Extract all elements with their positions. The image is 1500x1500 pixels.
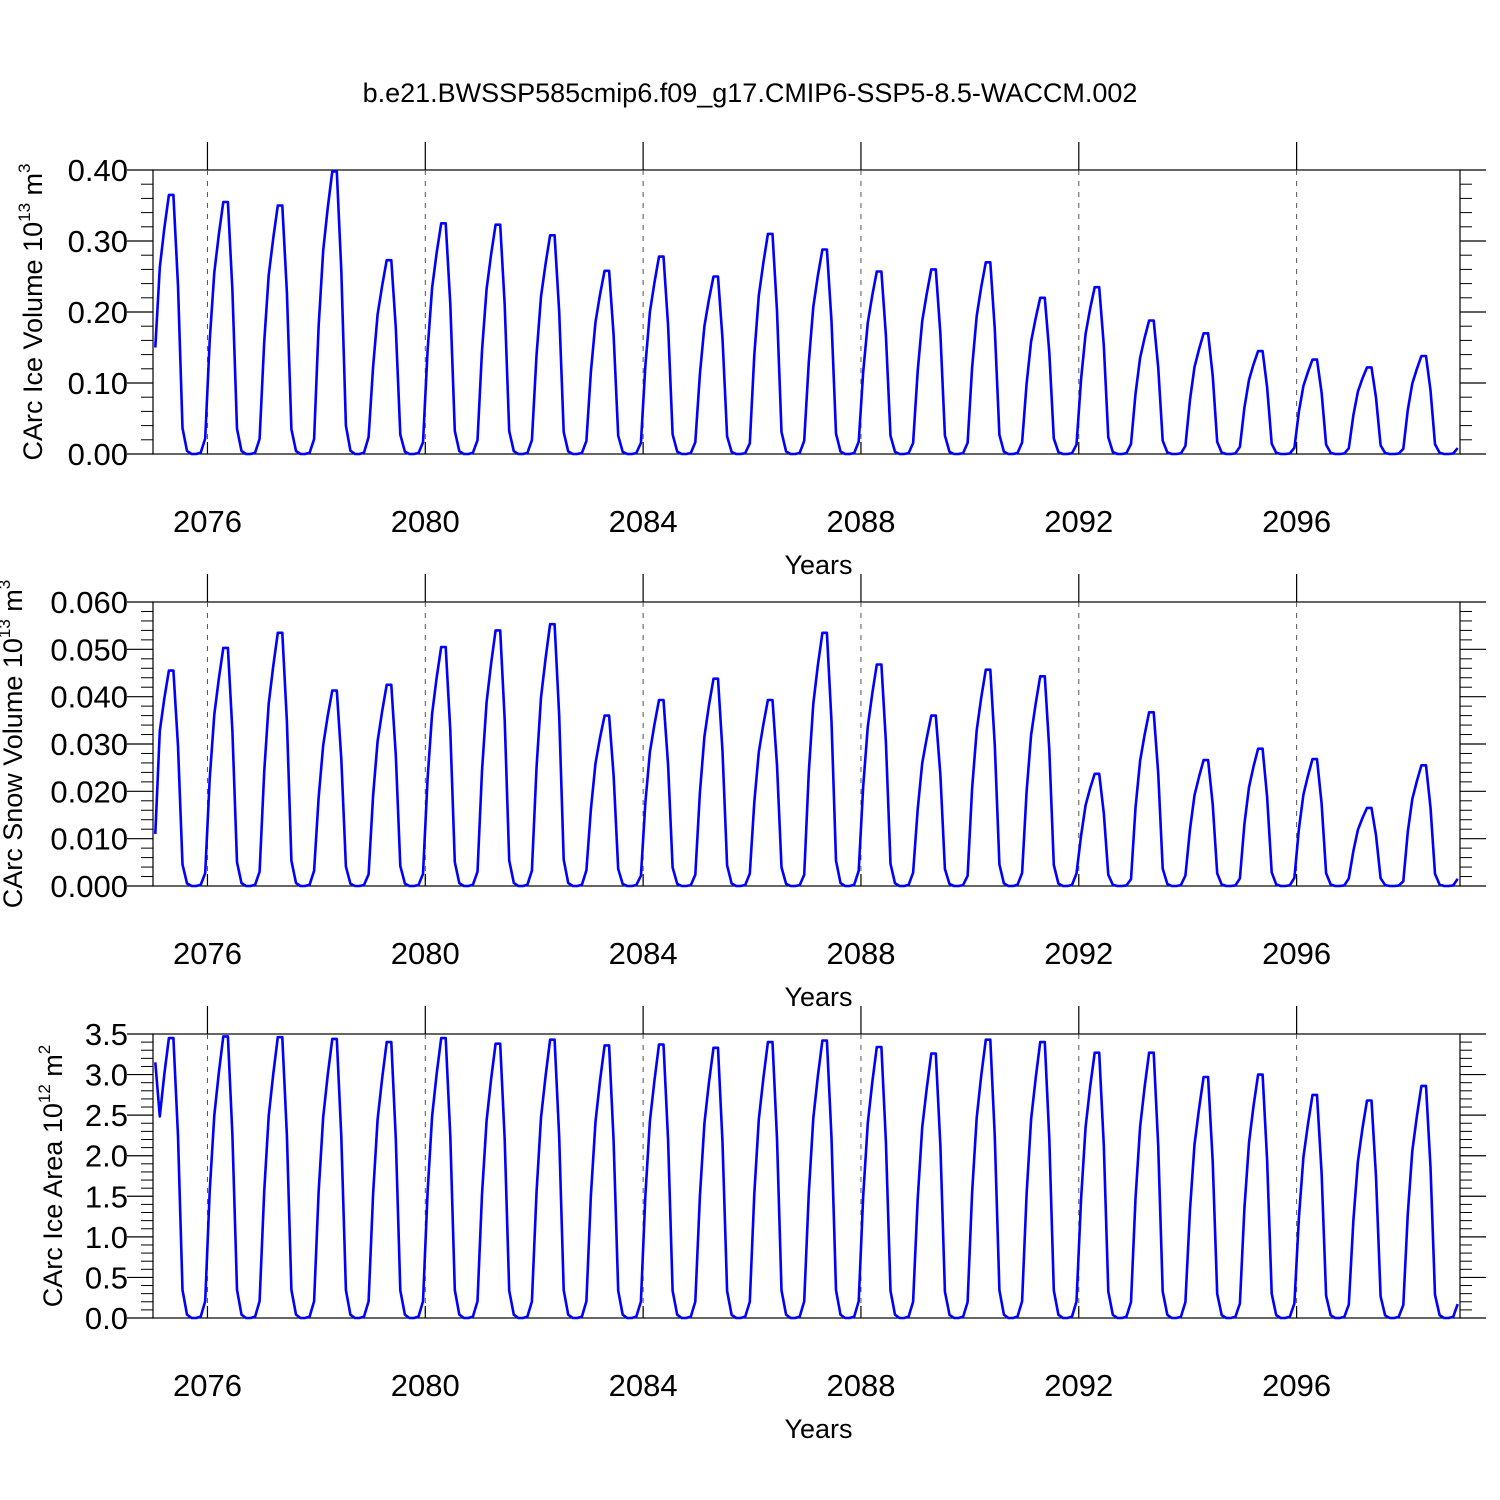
x-tick-label: 2088 [826, 1368, 895, 1403]
y-tick-label: 0.5 [85, 1260, 128, 1295]
y-tick-label: 1.0 [85, 1220, 128, 1255]
series-line [154, 622, 1459, 888]
x-tick-label: 2084 [609, 504, 678, 539]
y-axis-label: CArc Ice Volume 1013 m3 [15, 163, 48, 460]
y-tick-label: 0.060 [50, 585, 128, 620]
x-tick-label: 2092 [1044, 1368, 1113, 1403]
y-tick-label: 0.010 [50, 822, 128, 857]
x-tick-label: 2096 [1262, 504, 1331, 539]
y-axis-label-unit: m [38, 1054, 68, 1084]
y-axis-label-unit: m [18, 173, 48, 203]
x-tick-label: 2076 [173, 504, 242, 539]
y-tick-label: 2.0 [85, 1139, 128, 1174]
y-axis-label-exponent: 13 [0, 619, 14, 638]
y-axis-label: CArc Snow Volume 1013 m3 [0, 580, 28, 909]
x-tick-label: 2084 [609, 936, 678, 971]
y-tick-label: 0.050 [50, 632, 128, 667]
y-tick-label: 3.5 [85, 1017, 128, 1052]
y-tick-label: 0.0 [85, 1301, 128, 1336]
y-axis-label-text: CArc Snow Volume 10 [0, 638, 28, 908]
y-tick-label: 0.30 [68, 224, 128, 259]
y-tick-label: 0.40 [68, 153, 128, 188]
x-axis-label: Years [784, 982, 852, 1012]
y-tick-label: 2.5 [85, 1098, 128, 1133]
y-axis-label-text: CArc Ice Volume 10 [18, 222, 48, 461]
x-tick-label: 2080 [391, 936, 460, 971]
chart-title: b.e21.BWSSP585cmip6.f09_g17.CMIP6-SSP5-8… [362, 78, 1138, 108]
y-axis-label-exponent: 12 [35, 1084, 54, 1103]
panel-snow-volume: 2076 2080 2084 2088 2092 2096 0.000 0.010 0.020 0… [0, 574, 1486, 1012]
series-line [154, 1035, 1459, 1320]
y-tick-label: 0.20 [68, 295, 128, 330]
x-tick-label: 2096 [1262, 1368, 1331, 1403]
y-tick-label: 1.5 [85, 1179, 128, 1214]
x-tick-label: 2084 [609, 1368, 678, 1403]
y-axis-label-unit-exponent: 3 [15, 163, 34, 172]
y-tick-label: 0.000 [50, 869, 128, 904]
y-axis-label-exponent: 13 [15, 203, 34, 222]
x-tick-label: 2096 [1262, 936, 1331, 971]
panel-ice-area: 2076 2080 2084 2088 2092 2096 0.0 0.5 1.0 1.5 2.0 2… [35, 1006, 1486, 1444]
plot-frame [152, 1033, 1461, 1319]
x-tick-label: 2080 [391, 504, 460, 539]
panel-ice-volume: 2076 2080 2084 2088 2092 2096 0.00 0.10 0.20 0.30… [15, 142, 1486, 580]
y-axis-label-unit-exponent: 2 [35, 1045, 54, 1054]
y-tick-label: 0.030 [50, 727, 128, 762]
series-line [154, 170, 1459, 456]
y-axis-label-unit: m [0, 589, 28, 619]
x-tick-label: 2092 [1044, 504, 1113, 539]
x-tick-label: 2092 [1044, 936, 1113, 971]
x-axis-label: Years [784, 1414, 852, 1444]
y-axis-label-unit-exponent: 3 [0, 580, 14, 589]
x-axis-label: Years [784, 550, 852, 580]
y-tick-label: 3.0 [85, 1058, 128, 1093]
y-tick-label: 0.00 [68, 437, 128, 472]
y-axis-label: CArc Ice Area 1012 m2 [35, 1045, 68, 1308]
x-tick-label: 2088 [826, 504, 895, 539]
x-tick-label: 2076 [173, 1368, 242, 1403]
y-tick-label: 0.040 [50, 680, 128, 715]
x-tick-label: 2076 [173, 936, 242, 971]
y-tick-label: 0.020 [50, 774, 128, 809]
x-tick-label: 2080 [391, 1368, 460, 1403]
x-tick-label: 2088 [826, 936, 895, 971]
y-tick-label: 0.10 [68, 366, 128, 401]
y-axis-label-text: CArc Ice Area 10 [38, 1103, 68, 1307]
